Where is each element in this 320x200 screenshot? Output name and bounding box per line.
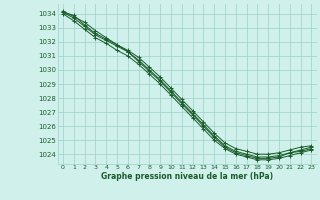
X-axis label: Graphe pression niveau de la mer (hPa): Graphe pression niveau de la mer (hPa)	[101, 172, 273, 181]
